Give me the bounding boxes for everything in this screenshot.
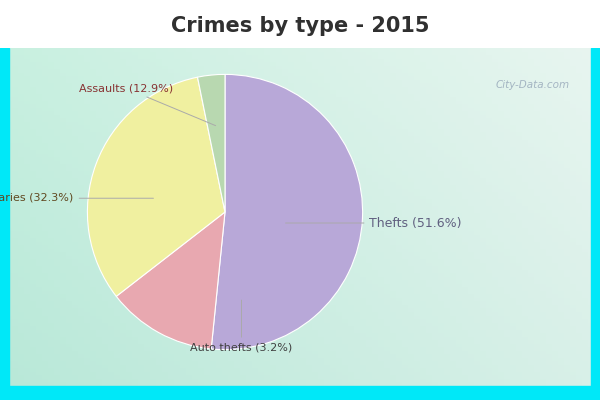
Wedge shape [197,74,225,212]
Wedge shape [211,74,362,350]
Wedge shape [88,77,225,296]
Wedge shape [116,212,225,349]
Bar [591,48,600,400]
Text: Auto thefts (3.2%): Auto thefts (3.2%) [190,300,293,353]
Text: Burglaries (32.3%): Burglaries (32.3%) [0,193,154,203]
Text: Thefts (51.6%): Thefts (51.6%) [286,216,462,230]
Bar [0,386,600,400]
Text: Crimes by type - 2015: Crimes by type - 2015 [171,16,429,36]
Text: Assaults (12.9%): Assaults (12.9%) [79,83,215,126]
Text: City-Data.com: City-Data.com [496,80,570,90]
Bar [0,48,9,400]
